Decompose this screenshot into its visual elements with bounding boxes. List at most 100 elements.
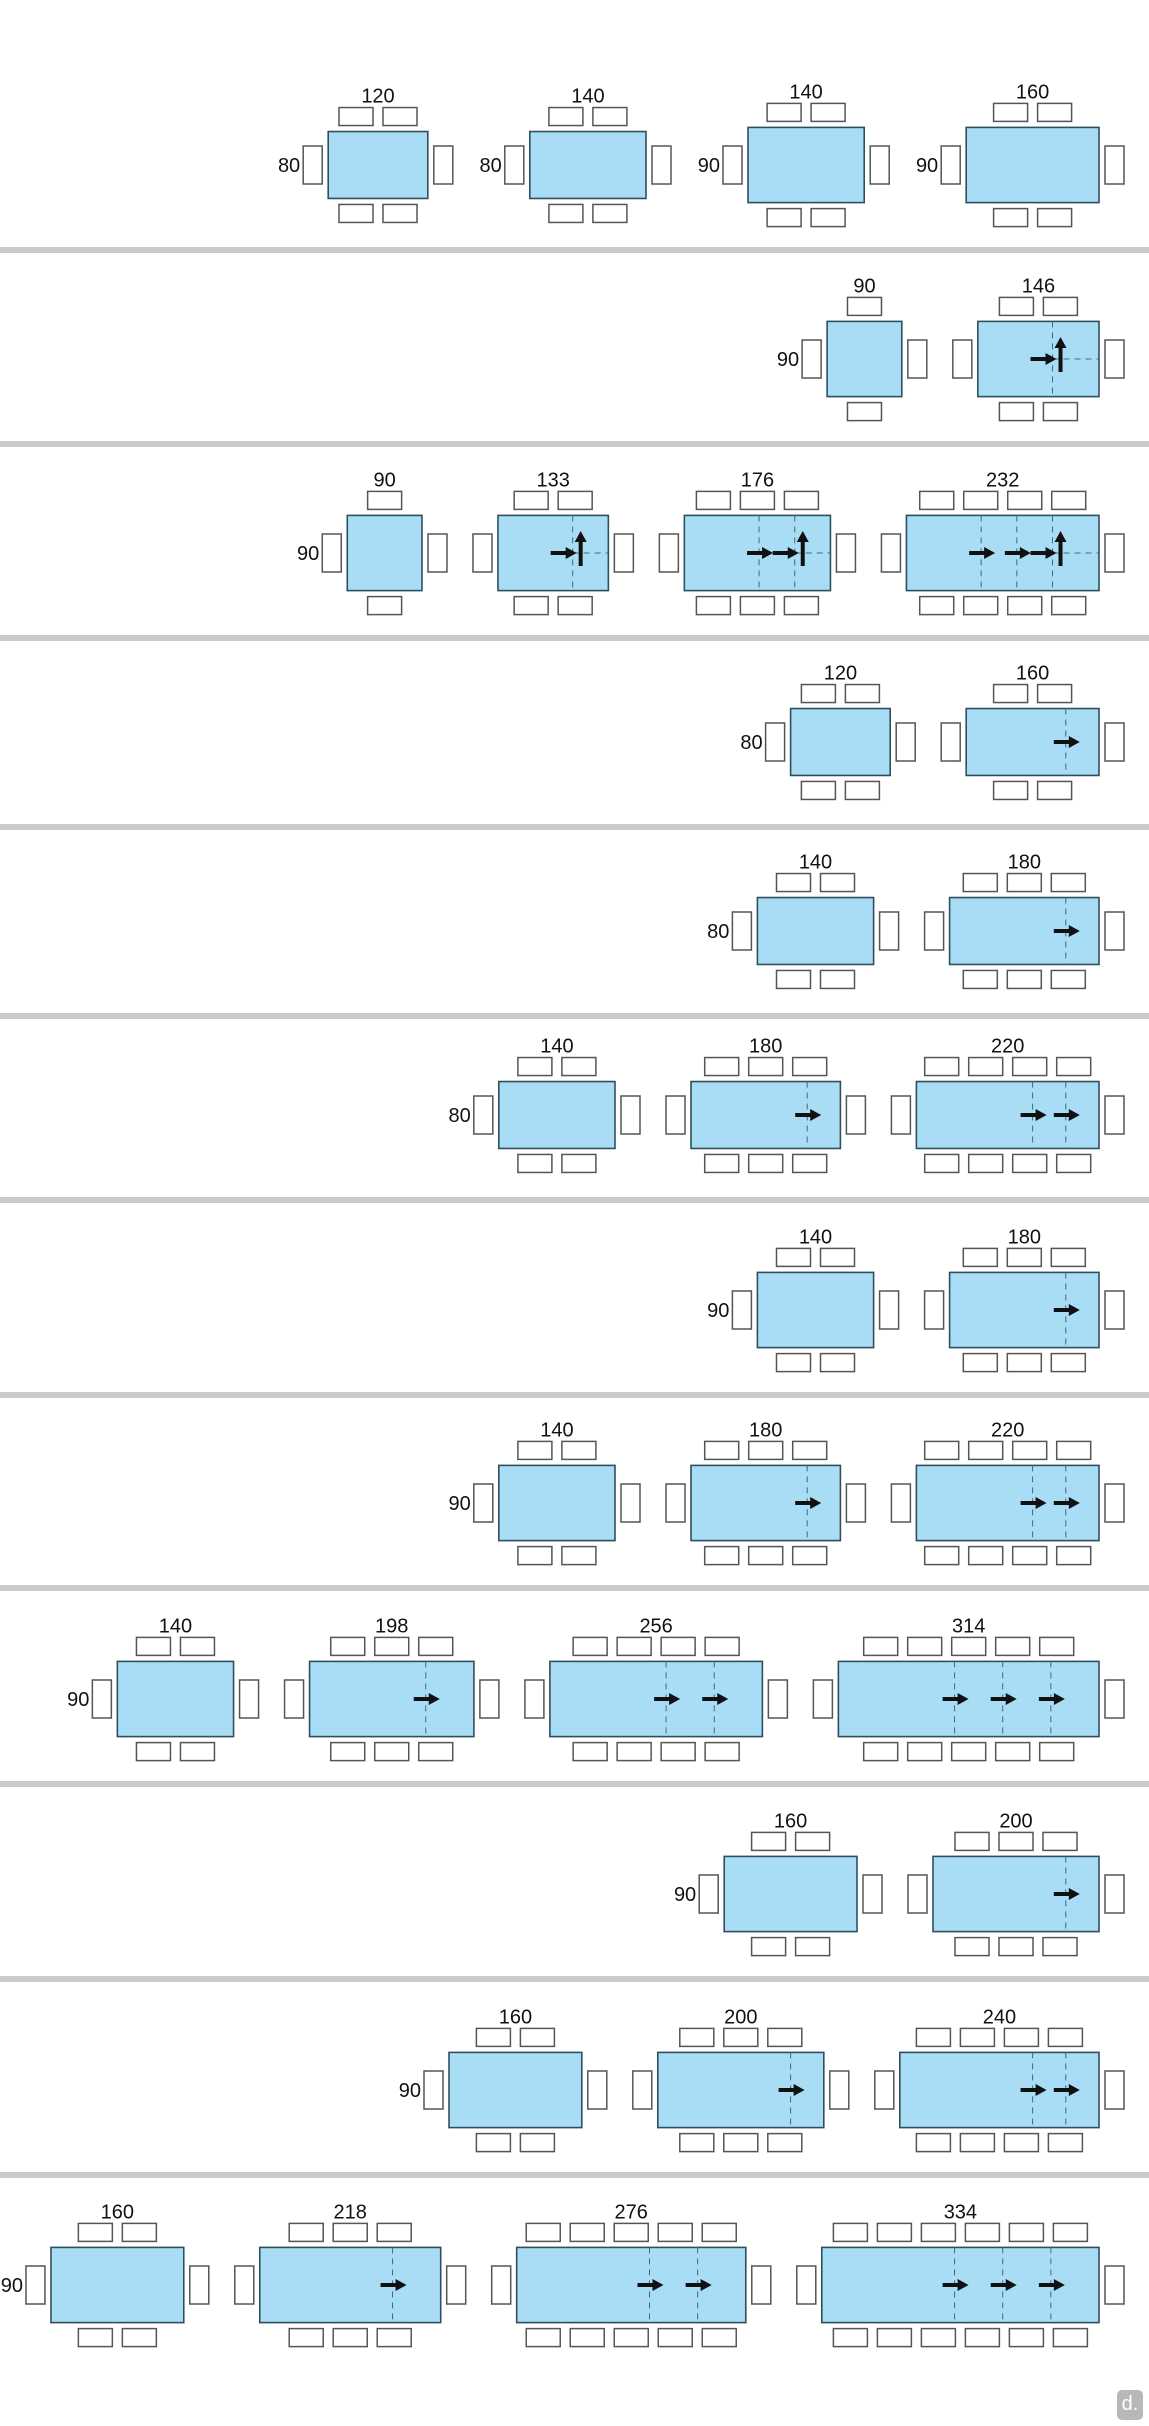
chair-left (940, 722, 961, 762)
table-config: 176 (658, 469, 857, 616)
table-row-6: 140 80 180 220 (449, 1036, 1125, 1174)
chair-left (524, 1679, 545, 1719)
arrowhead (984, 547, 996, 559)
chair-top (288, 2222, 324, 2243)
table-row-12: 160 90 218 276 334 (1, 2201, 1125, 2348)
chair-top (1003, 2027, 1040, 2048)
chair-bottom (332, 2327, 368, 2348)
chair-bottom (135, 1741, 172, 1762)
chair-bottom (517, 1545, 553, 1566)
chair-bottom (775, 1352, 812, 1373)
chair-top (1055, 1440, 1092, 1461)
width-label: 140 (540, 1036, 573, 1058)
chair-left (302, 145, 323, 185)
width-label: 120 (824, 663, 857, 685)
chair-bottom (1038, 1741, 1075, 1762)
chair-left (504, 145, 525, 185)
chair-top (767, 2027, 803, 2048)
depth-label: 90 (399, 2080, 421, 2102)
chair-right (613, 533, 635, 573)
width-label: 160 (1016, 81, 1049, 103)
table-top (346, 514, 423, 592)
chair-bottom (1042, 401, 1079, 422)
chair-top (750, 1831, 787, 1852)
chair-top (783, 490, 820, 511)
chair-right (845, 1095, 867, 1135)
chair-bottom (376, 2327, 412, 2348)
arrowhead (1068, 1497, 1080, 1509)
chair-bottom (1008, 2327, 1045, 2348)
chair-top (517, 1056, 553, 1077)
width-label: 276 (615, 2201, 648, 2223)
arrowhead (1005, 1693, 1017, 1705)
depth-label: 90 (674, 1884, 696, 1906)
depth-label: 90 (698, 155, 720, 177)
chair-bottom (747, 1545, 784, 1566)
chair-top (1042, 296, 1079, 317)
arrowhead (717, 1693, 729, 1705)
row-separator (0, 441, 1149, 447)
chair-top (967, 1056, 1004, 1077)
table-row-9: 140 90 198 256 314 (67, 1615, 1125, 1762)
chair-top (613, 2222, 649, 2243)
table-row-8: 140 90 180 220 (449, 1419, 1125, 1566)
chair-top (332, 2222, 368, 2243)
chair-bottom (695, 595, 732, 616)
chair-bottom (819, 969, 856, 990)
chair-bottom (920, 2327, 957, 2348)
width-label: 140 (799, 852, 832, 874)
chair-bottom (810, 207, 846, 228)
chair-top (592, 106, 628, 127)
chair-top (998, 296, 1035, 317)
width-label: 133 (536, 469, 569, 491)
chair-left (321, 533, 343, 573)
table-config: 256 (524, 1615, 789, 1762)
chair-bottom (967, 1153, 1004, 1174)
table-top (116, 1660, 235, 1738)
chair-right (751, 2265, 772, 2305)
chair-left (923, 1290, 945, 1330)
chair-top (794, 1831, 831, 1852)
chair-right (1104, 1874, 1125, 1914)
chair-bottom (723, 2132, 759, 2153)
chair-left (812, 1679, 834, 1719)
table-top (497, 1080, 616, 1150)
chair-bottom (329, 1741, 366, 1762)
chair-right (651, 145, 672, 185)
chair-top (1008, 2222, 1045, 2243)
table-config: 146 (952, 275, 1125, 422)
table-config: 140 90 (67, 1615, 260, 1762)
chair-bottom (569, 2327, 605, 2348)
chair-right (862, 1874, 883, 1914)
chair-right (1104, 2265, 1125, 2305)
chair-top (572, 1636, 608, 1657)
chair-top (923, 1440, 960, 1461)
chair-bottom (657, 2327, 693, 2348)
chair-bottom (1011, 1153, 1048, 1174)
chair-right (1104, 339, 1125, 379)
arrowhead (793, 2084, 805, 2096)
chair-right (1104, 1483, 1125, 1523)
chair-top (962, 872, 999, 893)
chair-left (890, 1095, 912, 1135)
chair-top (513, 490, 549, 511)
width-label: 220 (991, 1419, 1024, 1441)
chair-bottom (561, 1545, 597, 1566)
chair-bottom (906, 1741, 943, 1762)
width-label: 232 (986, 469, 1019, 491)
table-row-2: 90 90 146 (777, 275, 1125, 422)
table-config: 240 (874, 2006, 1125, 2153)
table-row-1: 120 80 140 80 140 90 160 90 (278, 81, 1125, 228)
row-separator (0, 1976, 1149, 1982)
chair-top (1036, 102, 1073, 123)
chair-top (959, 2027, 996, 2048)
chair-right (1104, 1679, 1125, 1719)
table-config: 200 (907, 1810, 1125, 1957)
chair-bottom (992, 207, 1029, 228)
chair-left (423, 2070, 444, 2110)
chair-top (657, 2222, 693, 2243)
chair-bottom (679, 2132, 715, 2153)
chair-bottom (475, 2132, 512, 2153)
chair-top (1042, 1831, 1078, 1852)
chair-top (775, 1247, 812, 1268)
